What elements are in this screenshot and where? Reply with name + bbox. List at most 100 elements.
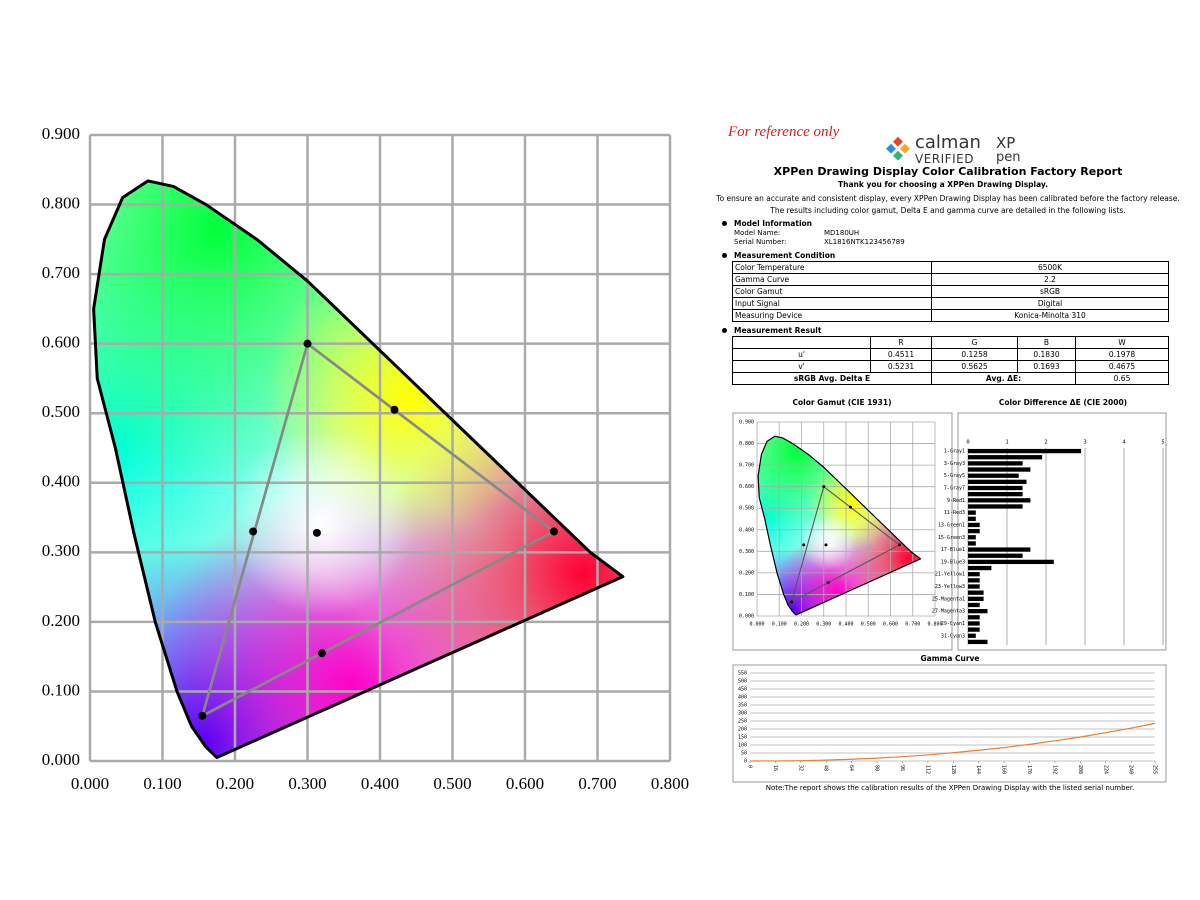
table-cell: 0.5625 [931, 360, 1018, 373]
x-tick-label: 0.100 [772, 622, 787, 628]
logo-partner-bottom: pen [996, 150, 1021, 165]
x-tick-label: 0.600 [506, 774, 544, 793]
point [550, 527, 558, 536]
table-row: u' 0.4511 0.1258 0.1830 0.1978 [732, 348, 1169, 361]
table-summary-row: sRGB Avg. Delta E Avg. ΔE: 0.65 [732, 372, 1169, 385]
fill-blob [229, 430, 415, 616]
y-tick-label: 400 [738, 695, 747, 701]
y-tick-label: 0.600 [42, 333, 80, 352]
table-cell: Color Temperature [732, 261, 932, 274]
y-tick-label: 500 [738, 679, 747, 685]
y-tick-label: 3-Gray3 [944, 461, 965, 467]
point [824, 543, 828, 547]
y-tick-label: 0.100 [739, 592, 754, 598]
reference-note: For reference only [728, 124, 840, 140]
y-tick-label: 50 [741, 751, 747, 757]
bar [968, 504, 1023, 509]
bar [968, 565, 992, 571]
table-row: v' 0.5231 0.5625 0.1693 0.4675 [732, 360, 1169, 373]
spectral-locus [92, 179, 625, 760]
table-cell: 0.65 [1075, 372, 1169, 385]
bar [968, 621, 980, 626]
bar [968, 510, 976, 515]
table-cell: Gamma Curve [732, 273, 932, 286]
x-tick-label: 0.200 [794, 622, 809, 628]
y-tick-label: 31-Cyan3 [941, 633, 965, 639]
bar [968, 479, 1027, 485]
x-tick-label: 224 [1102, 765, 1108, 774]
y-tick-label: 0.000 [739, 614, 754, 620]
table-header-cell: R [870, 336, 932, 349]
x-tick-label: 0.700 [578, 774, 616, 793]
field-label: Model Name: [734, 229, 781, 237]
bar [968, 461, 1023, 466]
table-cell: 6500K [931, 261, 1169, 274]
bar [968, 596, 984, 601]
x-tick-label: 128 [950, 765, 956, 774]
field-value: XL1816NTK123456789 [824, 238, 905, 246]
point [303, 339, 312, 348]
point [848, 505, 852, 509]
table-cell: 0.1978 [1075, 348, 1169, 361]
point [789, 600, 793, 604]
x-tick-label: 208 [1077, 765, 1083, 774]
bar [968, 627, 980, 632]
y-tick-label: 0.700 [42, 263, 80, 282]
y-tick-label: 0.600 [739, 484, 754, 490]
x-tick-label: 16 [772, 765, 778, 771]
calman-icon [886, 136, 910, 161]
y-tick-label: 7-Gray7 [944, 486, 965, 492]
table-cell: Measuring Device [732, 309, 932, 322]
chart-title: Color Difference ΔE (CIE 2000) [998, 398, 1128, 407]
x-tick-label: 192 [1051, 765, 1057, 774]
y-tick-label: 550 [738, 671, 747, 677]
table-row: Color Temperature 6500K [732, 261, 1169, 274]
condition-table: Color Temperature 6500K Gamma Curve 2.2 Colo… [732, 261, 1169, 322]
chart-title: Gamma Curve [920, 654, 980, 663]
bullet [722, 328, 727, 333]
y-tick-label: 450 [738, 687, 747, 693]
x-tick-label: 0.200 [216, 774, 254, 793]
table-row: Color Gamut sRGB [732, 285, 1169, 298]
y-tick-label: 15-Green3 [938, 535, 965, 541]
table-header-cell: W [1075, 336, 1169, 349]
field-value: MD180UH [824, 229, 860, 237]
x-tick-label: 0.300 [816, 622, 831, 628]
bar [968, 639, 988, 645]
bar [968, 516, 976, 521]
x-tick-label: 4 [1122, 440, 1126, 446]
y-tick-label: 150 [738, 735, 747, 741]
point [249, 527, 258, 536]
point [802, 543, 806, 547]
bar [968, 485, 1023, 491]
table-cell [732, 336, 871, 349]
bar [968, 547, 1031, 552]
logo-partner-top: XP [996, 134, 1016, 152]
table-cell: 2.2 [931, 273, 1169, 286]
point [312, 528, 321, 537]
table-cell: Digital [931, 297, 1169, 310]
report-note: Note:The report shows the calibration re… [765, 784, 1135, 792]
x-tick-label: 0 [966, 440, 969, 446]
y-tick-label: 0.800 [42, 193, 80, 212]
chart-title: Color Gamut (CIE 1931) [792, 398, 892, 407]
y-tick-label: 19-Blue3 [941, 559, 965, 565]
bar [968, 553, 1023, 558]
y-tick-label: 0.700 [739, 463, 754, 469]
y-tick-label: 0.400 [42, 472, 80, 491]
y-tick-label: 17-Blue1 [941, 547, 965, 553]
y-tick-label: 0 [744, 759, 747, 765]
bar [968, 584, 980, 589]
report-title: XPPen Drawing Display Color Calibration … [773, 165, 1123, 178]
intro-line: The results including color gamut, Delta… [770, 206, 1126, 215]
x-tick-label: 0.300 [288, 774, 326, 793]
bar [968, 608, 988, 614]
bar [968, 578, 980, 583]
section-heading: Measurement Result [734, 326, 822, 335]
y-tick-label: 5-Gray5 [944, 473, 965, 479]
bar [968, 473, 1019, 478]
